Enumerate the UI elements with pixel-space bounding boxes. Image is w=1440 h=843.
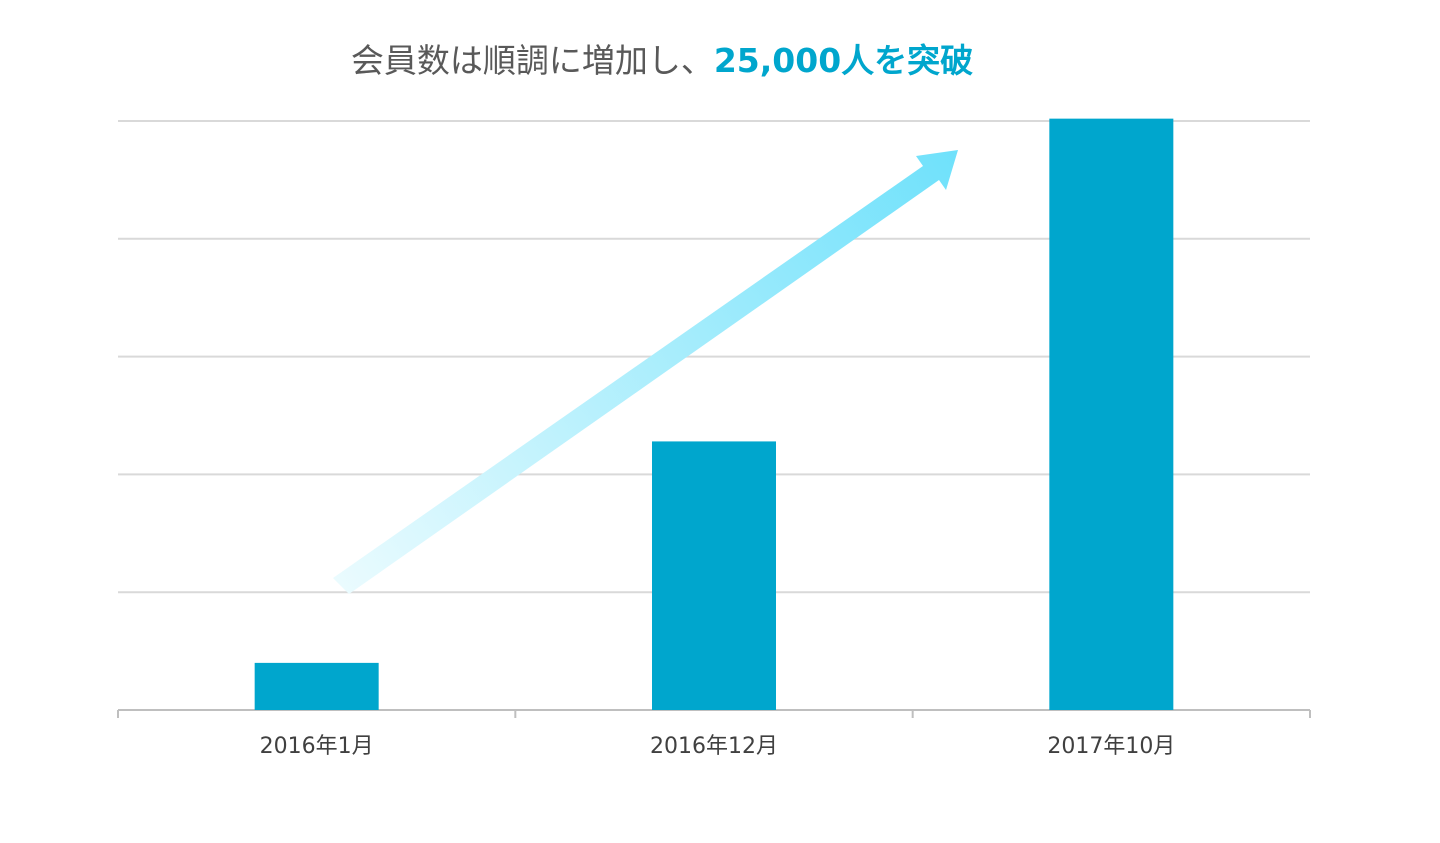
bars — [254, 118, 1174, 711]
trend-arrow — [333, 150, 958, 594]
chart-title: 会員数は順調に増加し、25,000人を突破 — [351, 41, 973, 80]
x-axis: 2016年1月 2016年12月 2017年10月 — [117, 710, 1311, 759]
title-highlight: 25,000人を突破 — [714, 41, 973, 80]
x-tick-label: 2016年12月 — [650, 734, 778, 759]
bar — [1049, 118, 1174, 711]
bar — [652, 441, 776, 710]
bar — [254, 662, 379, 710]
title-text: 会員数は順調に増加し、 — [351, 41, 714, 80]
x-tick-label: 2016年1月 — [260, 734, 374, 759]
x-tick-label: 2017年10月 — [1047, 734, 1175, 759]
